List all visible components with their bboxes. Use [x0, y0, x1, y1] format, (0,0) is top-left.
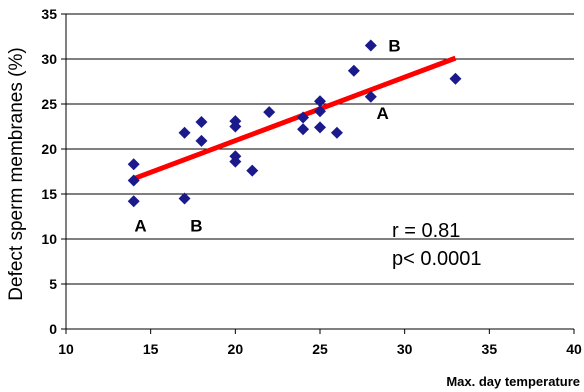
y-tick-label: 25: [41, 96, 57, 112]
x-tick-label: 35: [482, 341, 498, 357]
tick-labels: 0 5 10 15 20 25 30 35 10 15 20 25 30 35 40: [41, 6, 582, 357]
data-point: [178, 126, 191, 139]
data-point: [127, 195, 140, 208]
point-label: A: [377, 104, 389, 123]
y-tick-label: 30: [41, 51, 57, 67]
y-tick-label: 10: [41, 231, 57, 247]
data-point: [449, 72, 462, 85]
correlation-annotation: r = 0.81: [392, 220, 460, 242]
point-label: B: [190, 217, 202, 236]
data-point: [178, 192, 191, 205]
data-point: [263, 106, 276, 119]
data-point: [347, 64, 360, 77]
data-point: [364, 39, 377, 52]
point-label: A: [134, 217, 146, 236]
y-tick-label: 15: [41, 186, 57, 202]
trendline: [132, 55, 457, 182]
pvalue-annotation: p< 0.0001: [392, 248, 482, 270]
point-labels: A B B A: [134, 37, 400, 236]
data-point: [229, 120, 242, 133]
y-tick-label: 0: [49, 321, 57, 337]
x-tick-label: 20: [228, 341, 244, 357]
data-point: [195, 116, 208, 128]
x-tick-label: 10: [58, 341, 74, 357]
x-axis-label: Max. day temperature: [446, 374, 580, 389]
data-point: [127, 174, 140, 187]
data-point: [246, 164, 259, 177]
x-tick-label: 15: [143, 341, 159, 357]
data-point: [330, 126, 343, 139]
data-point: [297, 111, 310, 124]
data-point: [364, 90, 377, 103]
y-tick-label: 35: [41, 6, 57, 22]
x-tick-label: 30: [397, 341, 413, 357]
data-point: [314, 121, 326, 134]
data-point: [314, 95, 326, 108]
data-point: [127, 158, 140, 171]
x-tick-label: 40: [566, 341, 582, 357]
x-tick-label: 25: [312, 341, 328, 357]
trendline-group: [132, 55, 457, 182]
data-point: [297, 123, 310, 136]
gridlines: [66, 13, 574, 285]
data-point: [314, 105, 326, 118]
axes: [61, 13, 575, 334]
y-tick-label: 20: [41, 141, 57, 157]
data-point: [229, 155, 242, 168]
data-point: [195, 134, 208, 147]
y-tick-label: 5: [49, 276, 57, 292]
point-label: B: [388, 37, 400, 56]
y-axis-label: Defect sperm membranes (%): [6, 47, 27, 300]
data-points: [127, 39, 462, 208]
